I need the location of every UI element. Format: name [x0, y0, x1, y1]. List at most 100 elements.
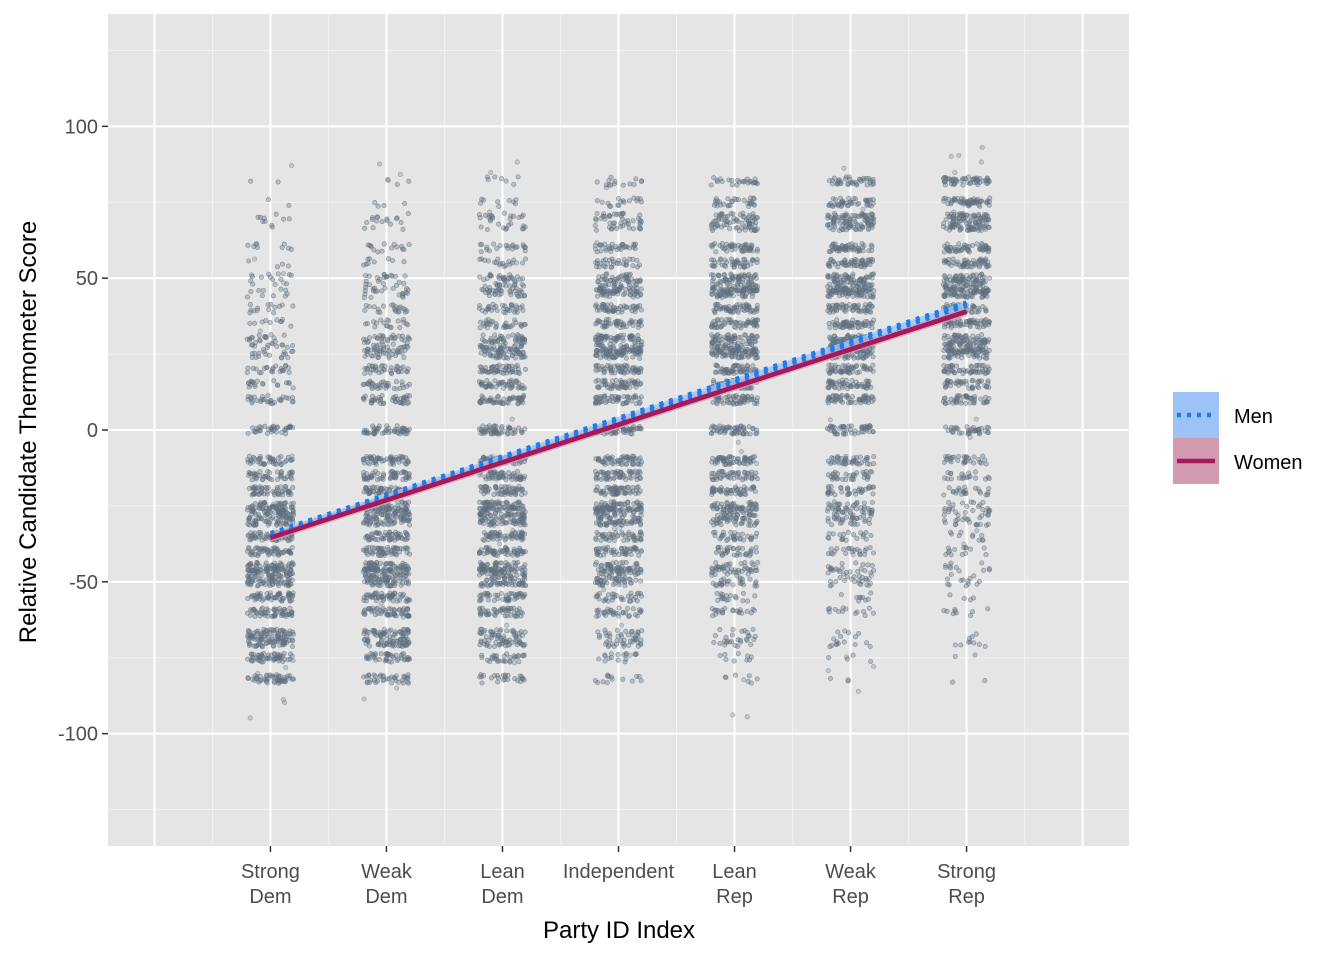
- data-point: [596, 504, 602, 510]
- data-point: [626, 642, 632, 649]
- data-point: [503, 607, 509, 613]
- data-point: [503, 226, 509, 232]
- data-point: [494, 430, 500, 436]
- data-point: [273, 656, 279, 662]
- data-point: [595, 377, 601, 383]
- data-point: [256, 370, 263, 376]
- data-point: [638, 512, 644, 518]
- data-point: [245, 242, 251, 248]
- data-point: [271, 458, 278, 464]
- data-point: [370, 470, 376, 476]
- data-point: [483, 634, 489, 640]
- data-point: [404, 536, 410, 543]
- data-point: [378, 400, 384, 407]
- data-point: [638, 505, 644, 512]
- data-point: [390, 341, 396, 347]
- data-point: [489, 499, 495, 505]
- data-point: [516, 214, 522, 221]
- data-point: [603, 521, 609, 527]
- data-point: [257, 502, 263, 508]
- data-point: [611, 643, 617, 649]
- data-point: [381, 241, 387, 247]
- data-point: [249, 568, 255, 574]
- data-point: [391, 607, 397, 613]
- data-point: [405, 679, 411, 685]
- data-point: [389, 680, 395, 686]
- data-point: [263, 628, 269, 634]
- data-point: [515, 369, 521, 375]
- data-point: [613, 520, 619, 526]
- data-point: [245, 459, 251, 465]
- data-point: [497, 541, 503, 547]
- data-point: [477, 506, 483, 512]
- data-point: [260, 287, 267, 294]
- data-point: [504, 552, 510, 558]
- data-point: [483, 532, 489, 538]
- data-point: [593, 511, 599, 517]
- data-point: [253, 573, 259, 579]
- data-point: [510, 285, 516, 291]
- data-point: [286, 369, 292, 376]
- data-point: [387, 221, 394, 227]
- data-point: [615, 657, 621, 663]
- data-point: [375, 306, 381, 312]
- data-point: [374, 511, 380, 517]
- data-point: [515, 653, 521, 659]
- data-point: [285, 548, 291, 554]
- data-point: [501, 264, 507, 270]
- data-point: [595, 332, 601, 338]
- data-point: [288, 323, 294, 329]
- data-point: [259, 631, 265, 637]
- data-point: [286, 675, 292, 681]
- data-point: [380, 536, 387, 542]
- data-point: [371, 672, 377, 678]
- data-point: [269, 504, 275, 510]
- data-point: [499, 380, 505, 386]
- data-point: [496, 203, 502, 209]
- data-point: [612, 319, 618, 325]
- data-point: [630, 461, 636, 468]
- data-point: [498, 547, 504, 553]
- data-point: [394, 685, 400, 691]
- data-point: [275, 179, 281, 185]
- data-point: [407, 336, 413, 342]
- data-point: [638, 548, 644, 554]
- data-point: [375, 278, 381, 284]
- data-point: [515, 401, 521, 407]
- data-point: [366, 673, 372, 679]
- data-point: [278, 286, 284, 292]
- data-point: [361, 610, 367, 616]
- data-point: [501, 475, 507, 481]
- data-point: [283, 458, 289, 464]
- data-point: [249, 593, 255, 599]
- data-point: [388, 627, 394, 633]
- data-point: [287, 605, 293, 611]
- data-point: [401, 319, 407, 325]
- data-point: [513, 491, 519, 497]
- data-point: [484, 227, 490, 233]
- data-point: [388, 659, 395, 665]
- data-point: [520, 349, 526, 355]
- data-point: [615, 491, 621, 497]
- data-point: [366, 475, 372, 481]
- data-point: [503, 520, 509, 526]
- data-point: [504, 622, 510, 628]
- data-point: [505, 333, 511, 340]
- data-point: [258, 573, 264, 579]
- data-point: [593, 395, 599, 401]
- data-point: [624, 453, 630, 460]
- data-point: [381, 631, 387, 637]
- data-point: [506, 222, 512, 228]
- data-point: [503, 499, 509, 505]
- data-point: [614, 627, 620, 633]
- data-point: [636, 401, 642, 407]
- data-point: [600, 533, 606, 539]
- data-point: [282, 564, 289, 570]
- data-point: [516, 581, 522, 587]
- data-point: [510, 382, 516, 389]
- data-point: [265, 426, 271, 432]
- data-point: [260, 380, 266, 387]
- data-point: [394, 181, 400, 187]
- data-point: [283, 484, 289, 490]
- data-point: [286, 202, 292, 209]
